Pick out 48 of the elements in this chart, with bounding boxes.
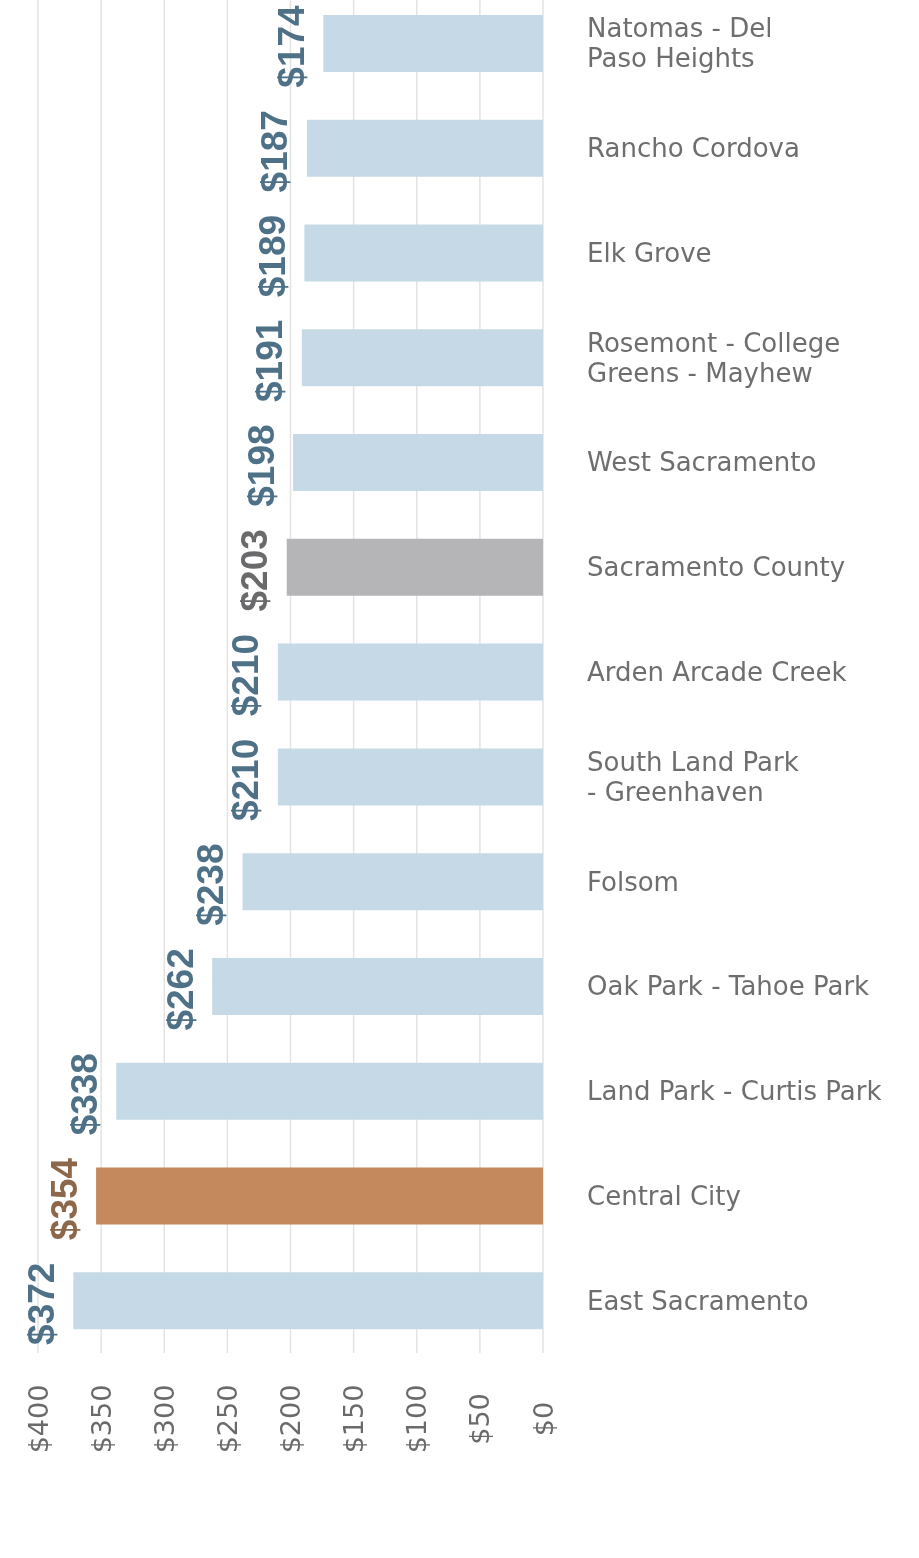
y-tick-label: Oak Park - Tahoe Park [587, 971, 870, 1002]
y-tick-label: East Sacramento [587, 1285, 809, 1316]
bar [96, 1167, 543, 1225]
data-label: $174 [270, 4, 312, 88]
y-tick-label: Central City [587, 1180, 741, 1211]
data-label: $203 [234, 529, 276, 612]
x-tick-label: $150 [338, 1384, 370, 1454]
x-tick-label: $200 [275, 1384, 306, 1454]
x-tick-label: $100 [401, 1384, 433, 1454]
bar [242, 853, 543, 911]
y-tick-label: Natomas - Del Paso Heights [587, 13, 781, 74]
y-tick-label: Sacramento County [587, 552, 846, 583]
data-label: $191 [249, 319, 291, 402]
y-tick-label: Land Park - Curtis Park [587, 1076, 882, 1107]
x-tick-label: $400 [22, 1384, 54, 1454]
data-label: $187 [254, 110, 296, 193]
bar [277, 748, 543, 806]
x-tick-label: $300 [148, 1384, 180, 1454]
bar [277, 643, 543, 701]
bar [293, 434, 543, 492]
data-label: $262 [159, 948, 201, 1031]
bar [286, 538, 543, 596]
bar [323, 15, 543, 72]
y-tick-label: Arden Arcade Creek [587, 657, 847, 687]
y-tick-label: West Sacramento [587, 447, 817, 478]
bar [306, 119, 543, 177]
data-label: $372 [20, 1262, 62, 1345]
data-label: $238 [190, 843, 232, 926]
y-tick-label: South Land Park - Greenhaven [587, 746, 807, 807]
y-tick-label: Rosemont - College Greens - Mayhew [587, 327, 849, 388]
x-tick-label: $50 [464, 1393, 496, 1445]
data-label: $354 [43, 1157, 85, 1241]
data-label: $189 [251, 214, 293, 298]
data-label: $338 [63, 1053, 105, 1136]
bar [212, 957, 543, 1015]
data-label: $210 [225, 633, 267, 717]
bar [304, 224, 543, 282]
x-tick-label: $250 [211, 1384, 243, 1454]
y-tick-label: Folsom [587, 866, 679, 897]
x-tick-label: $0 [527, 1401, 559, 1437]
bar [301, 329, 543, 387]
y-tick-label: Rancho Cordova [587, 133, 800, 164]
y-tick-label: Elk Grove [587, 237, 712, 268]
x-tick-label: $350 [85, 1384, 117, 1454]
bar [116, 1062, 543, 1120]
data-label: $198 [240, 424, 282, 507]
bar [73, 1272, 543, 1330]
data-label: $210 [225, 738, 267, 822]
